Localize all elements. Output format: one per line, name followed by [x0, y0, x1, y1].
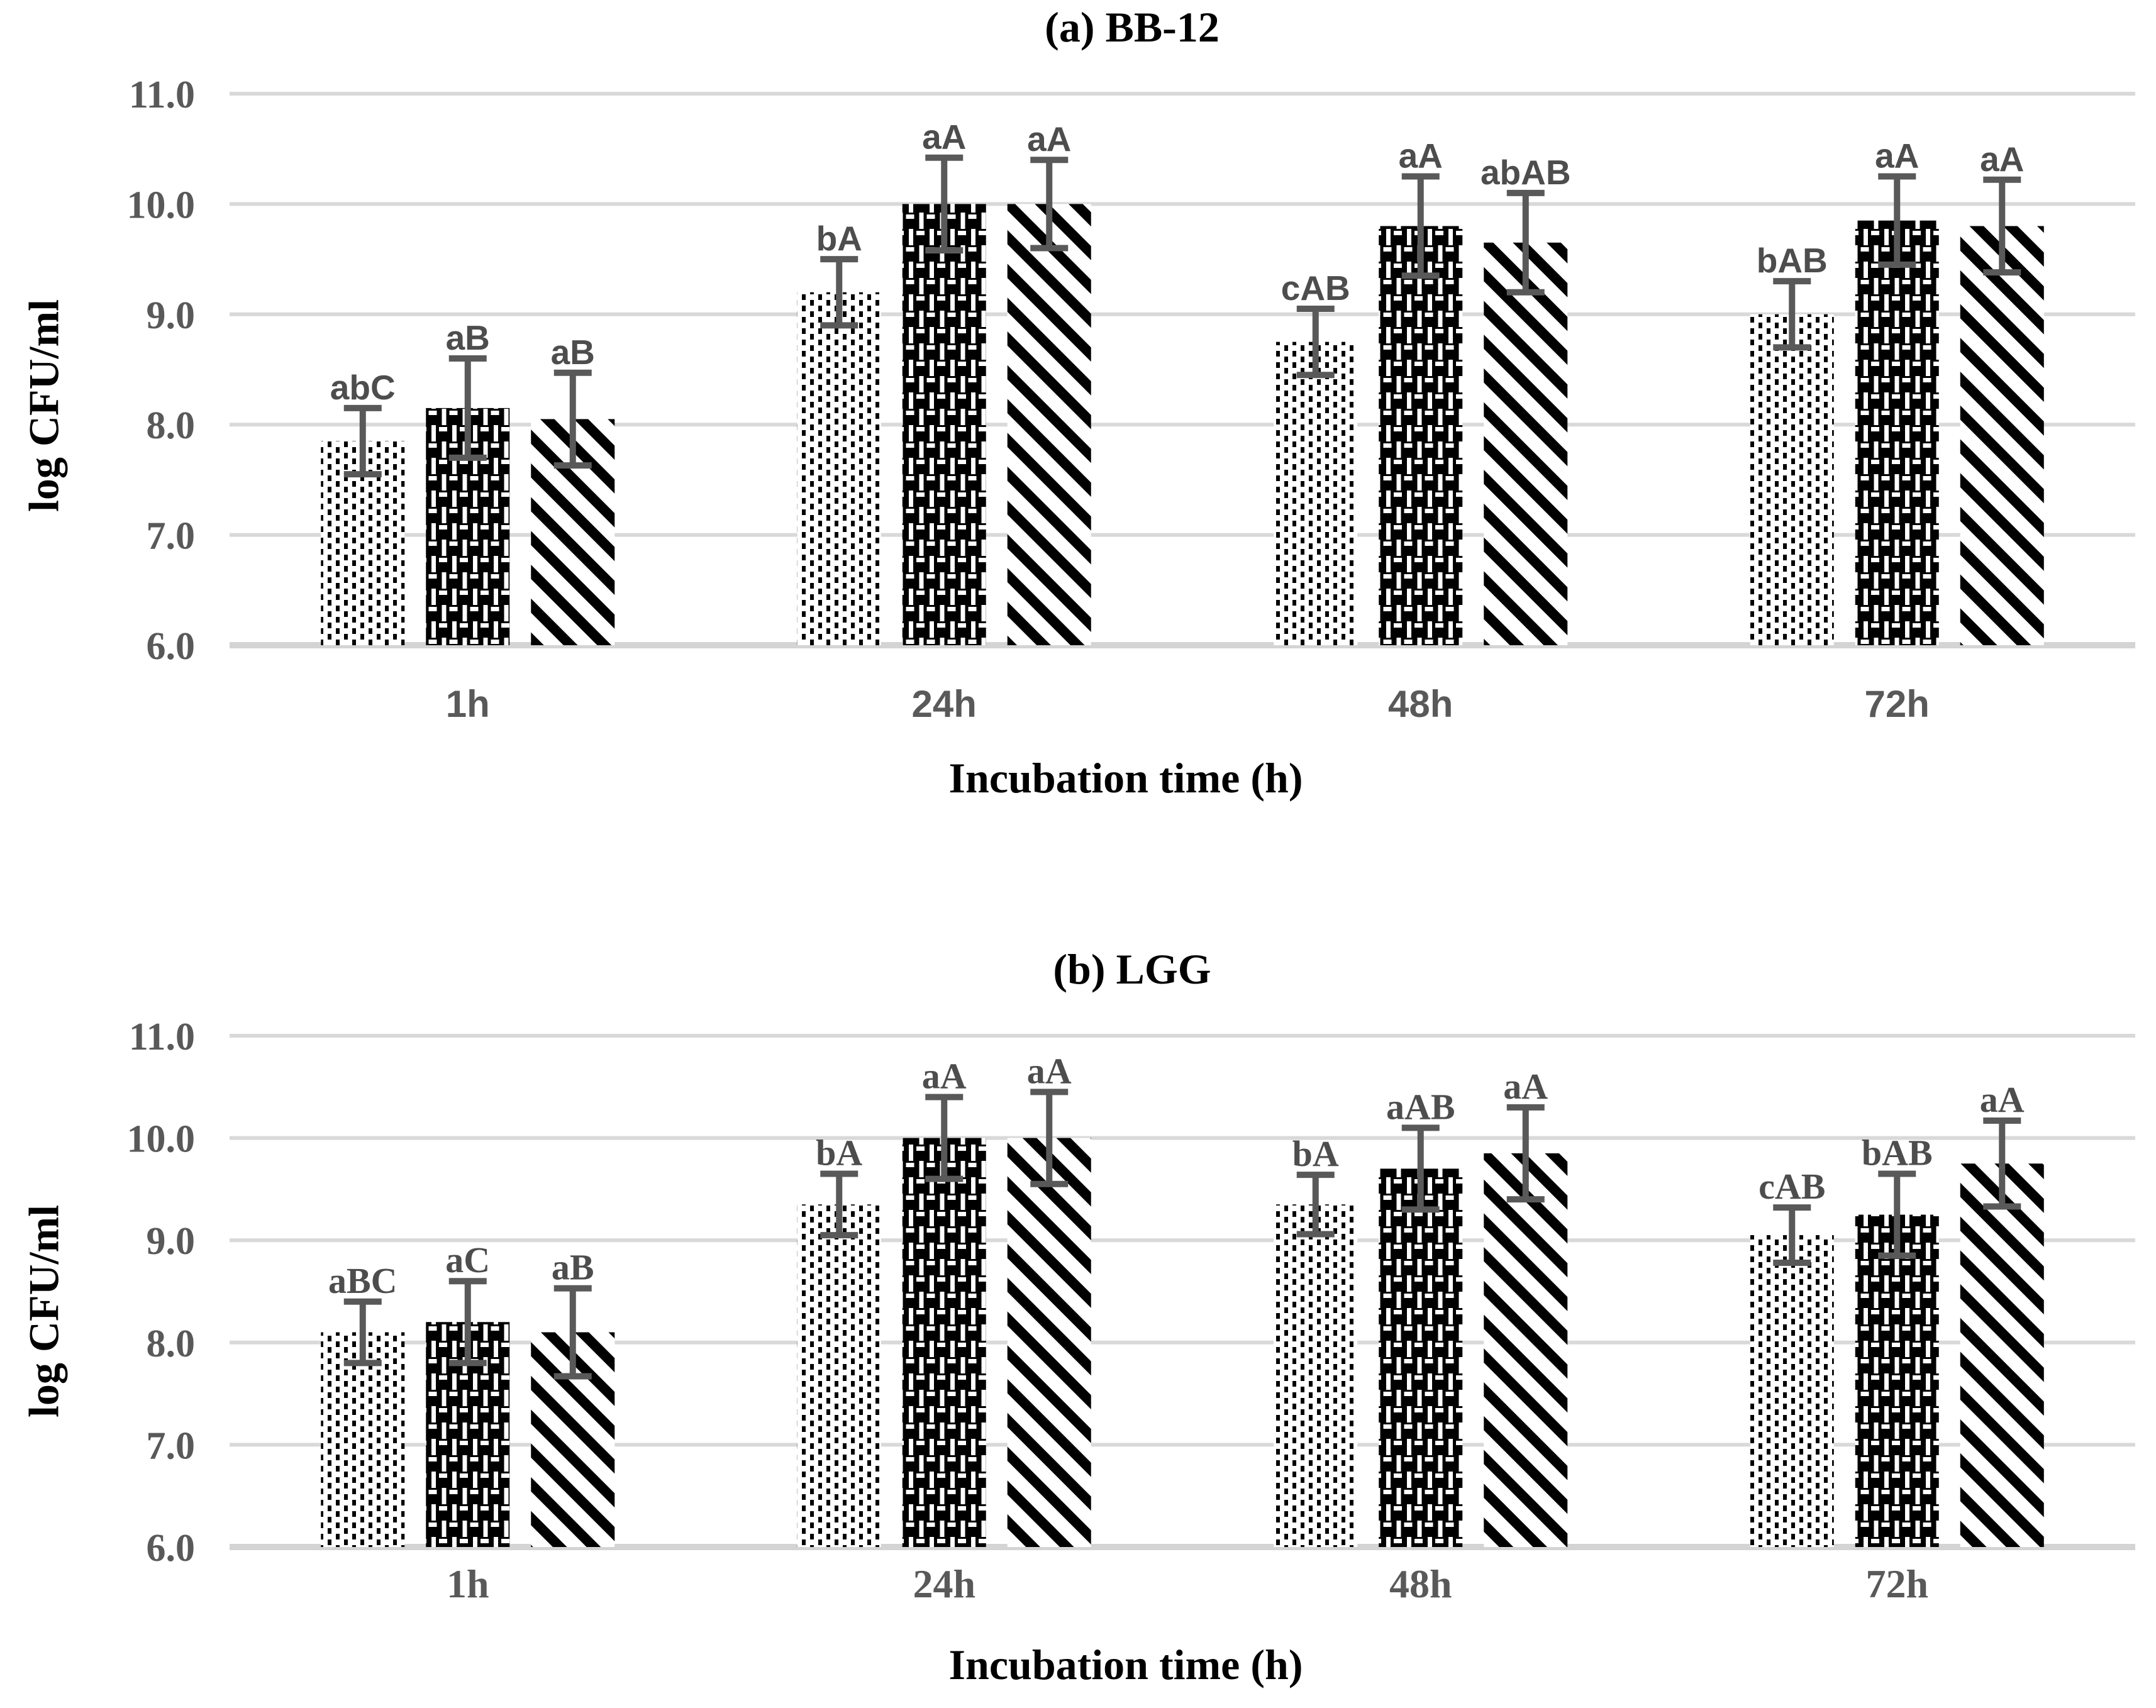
- chart-b-x-axis-title: Incubation time (h): [948, 1641, 1303, 1689]
- error-bar: [1506, 1104, 1545, 1203]
- x-tick-label: 24h: [912, 683, 977, 725]
- significance-label: aBC: [328, 1260, 397, 1301]
- error-bar: [1030, 1089, 1069, 1187]
- significance-label: aA: [1980, 1079, 2025, 1120]
- bar-checkered: [1379, 1168, 1463, 1547]
- chart-b-title: (b) LGG: [1053, 945, 1211, 993]
- significance-label: cAB: [1281, 269, 1350, 308]
- error-bar: [1296, 306, 1335, 379]
- y-tick-label: 7.0: [147, 515, 196, 558]
- chart-b-plot: 11.0 10.0 9.0 8.0 7.0 6.0 1h aBC aC aB 24h bA aA aA 48…: [127, 1016, 2135, 1606]
- significance-label: bA: [816, 219, 862, 258]
- bar-checkered: [1855, 1214, 1939, 1547]
- bar-dotted: [321, 1332, 405, 1547]
- significance-label: aA: [922, 1056, 967, 1097]
- significance-label: aB: [446, 318, 490, 357]
- error-bar: [1773, 1204, 1811, 1266]
- bar-dotted: [1750, 1235, 1834, 1547]
- error-bar: [553, 1285, 592, 1380]
- bar-dotted: [1274, 341, 1358, 645]
- error-bar: [1401, 1124, 1440, 1213]
- bar-checkered: [1379, 226, 1463, 646]
- error-bar: [1030, 157, 1069, 252]
- significance-label: bAB: [1757, 241, 1828, 280]
- significance-label: bA: [816, 1133, 862, 1173]
- y-tick-label: 11.0: [129, 74, 195, 116]
- error-bar: [1401, 173, 1440, 279]
- bar-checkered: [902, 204, 986, 645]
- y-tick-label: 9.0: [147, 1220, 196, 1263]
- bar-diagonal-striped: [1484, 242, 1568, 645]
- significance-label: aB: [551, 333, 595, 372]
- bar-diagonal-striped: [1007, 1138, 1091, 1547]
- bar-dotted: [1274, 1204, 1358, 1547]
- y-tick-label: 11.0: [129, 1016, 195, 1058]
- error-bar: [820, 1170, 859, 1239]
- error-bar: [448, 355, 487, 461]
- chart-a-x-axis-title: Incubation time (h): [948, 754, 1303, 802]
- significance-label: cAB: [1759, 1166, 1825, 1207]
- bar-diagonal-striped: [1960, 1163, 2044, 1547]
- x-tick-label: 1h: [447, 1561, 489, 1606]
- error-bar: [343, 1298, 382, 1367]
- significance-label: aAB: [1386, 1086, 1455, 1127]
- y-tick-label: 7.0: [147, 1424, 196, 1467]
- significance-label: aA: [1980, 140, 2024, 179]
- error-bar: [925, 154, 964, 254]
- bar-dotted: [797, 1204, 881, 1547]
- error-bar: [1296, 1172, 1335, 1238]
- significance-label: aC: [445, 1239, 490, 1280]
- significance-label: bA: [1292, 1133, 1339, 1174]
- y-tick-label: 10.0: [127, 184, 196, 226]
- error-bar: [343, 404, 382, 478]
- error-bar: [925, 1094, 964, 1182]
- significance-label: aA: [1027, 1050, 1072, 1091]
- y-tick-label: 6.0: [147, 625, 196, 668]
- significance-label: aA: [922, 118, 966, 157]
- significance-label: aB: [552, 1247, 594, 1288]
- y-tick-label: 10.0: [127, 1118, 196, 1161]
- significance-label: aA: [1503, 1066, 1548, 1107]
- x-tick-label: 1h: [446, 683, 490, 725]
- significance-label: bAB: [1862, 1133, 1933, 1173]
- bar-diagonal-striped: [1007, 204, 1091, 645]
- error-bar: [553, 369, 592, 469]
- y-tick-label: 6.0: [147, 1527, 196, 1570]
- bar-checkered: [902, 1138, 986, 1547]
- error-bar: [1878, 173, 1916, 268]
- error-bar: [820, 256, 859, 329]
- error-bar: [448, 1278, 487, 1367]
- bar-checkered: [1855, 220, 1939, 646]
- x-tick-label: 72h: [1865, 1561, 1928, 1606]
- chart-a-title: (a) BB-12: [1045, 3, 1220, 51]
- chart-a-plot: 11.0 10.0 9.0 8.0 7.0 6.0 1h abC aB aB 24h bA aA aA 48…: [127, 74, 2135, 725]
- significance-label: aA: [1399, 136, 1443, 175]
- significance-label: aA: [1027, 119, 1071, 158]
- significance-label: abC: [330, 368, 396, 407]
- x-tick-label: 48h: [1389, 1561, 1452, 1606]
- error-bar: [1983, 1117, 2021, 1210]
- bar-diagonal-striped: [1484, 1153, 1568, 1547]
- y-tick-label: 9.0: [147, 294, 196, 337]
- error-bar: [1773, 278, 1811, 351]
- error-bar: [1983, 176, 2021, 276]
- error-bar: [1506, 189, 1545, 296]
- significance-label: aA: [1875, 136, 1919, 175]
- error-bar: [1878, 1170, 1916, 1259]
- y-tick-label: 8.0: [147, 404, 196, 447]
- bar-diagonal-striped: [1960, 226, 2044, 646]
- x-tick-label: 72h: [1865, 683, 1930, 725]
- y-tick-label: 8.0: [147, 1323, 196, 1365]
- bar-dotted: [1750, 314, 1834, 645]
- x-tick-label: 24h: [913, 1561, 975, 1606]
- x-tick-label: 48h: [1388, 683, 1453, 725]
- significance-label: abAB: [1481, 153, 1571, 192]
- bar-dotted: [797, 292, 881, 646]
